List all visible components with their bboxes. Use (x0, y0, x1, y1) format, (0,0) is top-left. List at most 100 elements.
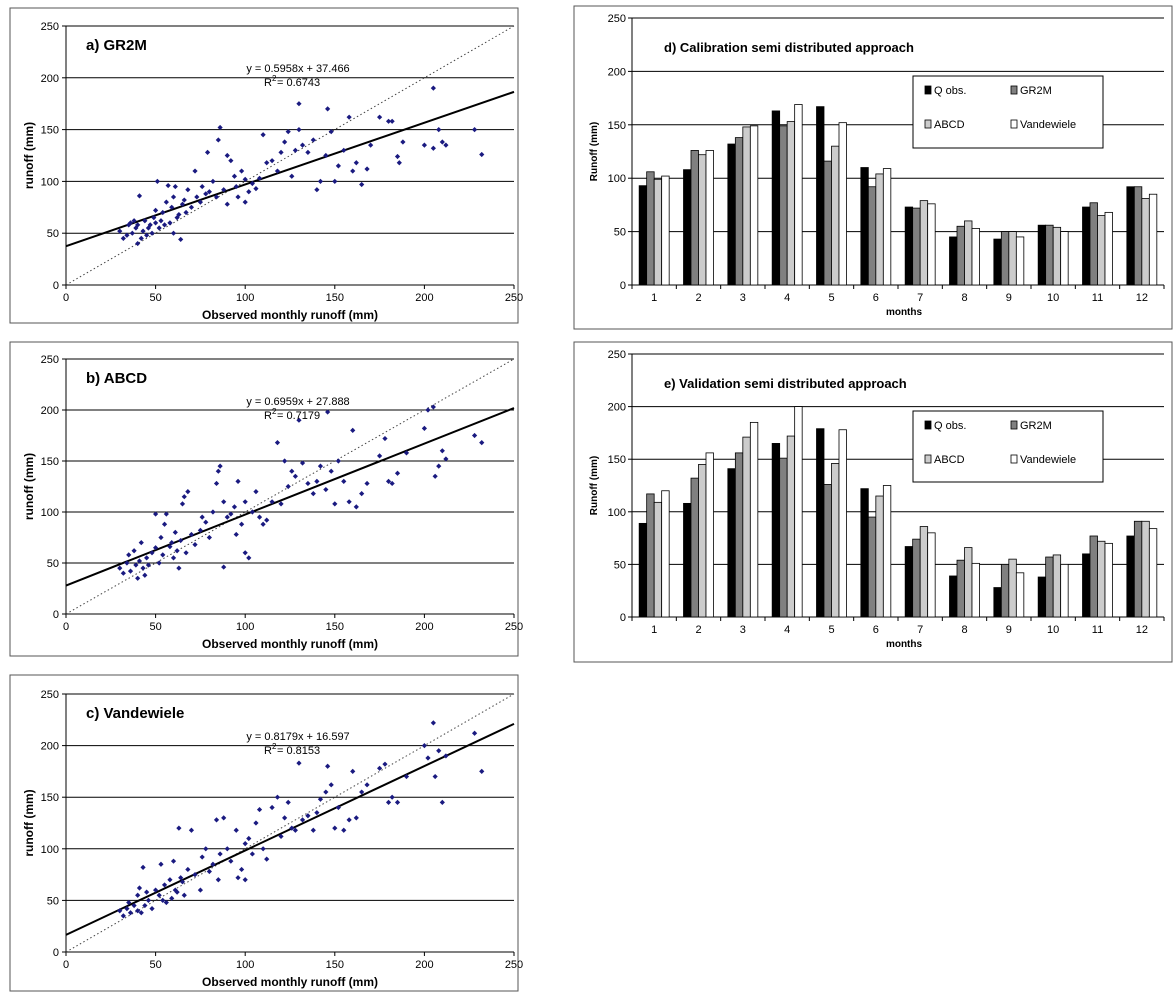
data-point (210, 509, 216, 515)
data-point (224, 846, 230, 852)
data-point (206, 189, 212, 195)
data-point (289, 173, 295, 179)
data-point (299, 460, 306, 466)
data-point (350, 427, 356, 433)
y-tick-label: 50 (47, 558, 59, 570)
data-point (228, 158, 234, 164)
r-squared-symbol: R (264, 745, 272, 757)
bar (816, 428, 825, 618)
data-point (246, 835, 252, 842)
data-point (242, 550, 248, 556)
data-point (149, 906, 155, 912)
data-point (350, 768, 356, 774)
data-point (174, 889, 180, 895)
data-point (172, 529, 178, 535)
data-point (439, 799, 445, 805)
bar (1015, 236, 1025, 286)
data-point (314, 478, 320, 484)
legend-box (912, 410, 1104, 483)
data-point (169, 895, 175, 901)
y-axis-label: Runoff (mm) (589, 456, 600, 515)
data-point (256, 175, 263, 181)
x-axis-label: months (886, 639, 923, 650)
data-point (231, 173, 238, 179)
data-point (296, 417, 302, 423)
bar (1104, 542, 1113, 618)
r-squared-superscript: 2 (272, 407, 277, 416)
legend: Q obs. GR2M ABCD Vandewiele (912, 410, 1104, 483)
bar (638, 185, 648, 286)
bar (867, 186, 877, 286)
data-point (136, 193, 143, 199)
bar (1133, 186, 1143, 286)
data-point (299, 142, 306, 148)
data-point (120, 235, 126, 241)
bar (904, 546, 914, 618)
y-tick-label: 250 (608, 13, 626, 25)
data-point (179, 501, 186, 507)
r-squared-superscript: 2 (272, 742, 277, 751)
y-tick-label: 150 (41, 456, 59, 468)
y-axis-label: Runoff (mm) (589, 122, 600, 181)
data-point (242, 199, 248, 205)
data-point (126, 552, 132, 558)
x-tick-label: 0 (63, 292, 69, 304)
data-point (377, 765, 383, 771)
data-point (310, 137, 316, 143)
data-point (239, 168, 245, 174)
data-point (131, 548, 137, 554)
data-point (332, 501, 338, 507)
data-point (242, 499, 248, 505)
data-point (117, 908, 123, 914)
data-point (192, 168, 198, 174)
data-point (197, 527, 203, 533)
x-tick-label: 100 (236, 292, 254, 304)
data-point (353, 160, 359, 166)
bar (653, 501, 663, 618)
data-point (185, 866, 191, 873)
bar (867, 516, 877, 618)
data-point (260, 132, 266, 138)
y-axis-label: runoff (mm) (22, 453, 36, 520)
y-tick-label: 50 (47, 228, 59, 240)
data-point (213, 480, 220, 487)
bar (971, 562, 980, 618)
r-squared-superscript: 2 (272, 74, 277, 83)
data-point (165, 182, 171, 189)
data-point (264, 160, 270, 166)
data-point (169, 204, 175, 210)
data-point (382, 435, 388, 442)
data-point (203, 519, 209, 525)
data-point (341, 478, 347, 484)
data-point (314, 187, 320, 193)
data-point (430, 85, 436, 91)
r-squared-value: = 0.7179 (277, 410, 320, 422)
data-point (145, 897, 152, 903)
y-tick-label: 0 (53, 609, 59, 621)
x-axis-label: Observed monthly runoff (mm) (202, 975, 378, 989)
bar (786, 435, 796, 618)
data-point (359, 491, 365, 497)
data-point (181, 494, 187, 500)
data-point (144, 555, 150, 561)
data-point (129, 230, 135, 236)
data-point (199, 183, 205, 190)
x-tick-label: 1 (651, 292, 657, 304)
x-tick-label: 11 (1092, 292, 1103, 304)
data-point (221, 815, 227, 821)
data-point (158, 218, 164, 224)
bar (1015, 572, 1025, 618)
data-point (142, 218, 148, 224)
data-point (249, 509, 255, 515)
bar (779, 457, 788, 618)
data-point (403, 450, 410, 456)
bar (912, 538, 921, 618)
data-point (197, 199, 203, 205)
bar (1052, 554, 1062, 618)
bar (1045, 224, 1054, 286)
data-point (235, 194, 241, 200)
bar (919, 526, 929, 618)
data-point (282, 815, 288, 821)
data-point (231, 504, 238, 510)
data-point (215, 137, 221, 143)
